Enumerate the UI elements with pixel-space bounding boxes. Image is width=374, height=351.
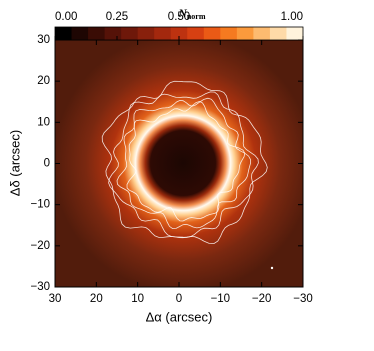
- y-tick-label: 10: [37, 116, 50, 128]
- colorbar-segment: [220, 27, 238, 40]
- marker-dot: [270, 266, 274, 270]
- x-tick-label: −10: [211, 293, 231, 305]
- contour-line: [108, 91, 259, 238]
- x-tick-label: −30: [293, 293, 313, 305]
- colorbar-segment: [286, 27, 304, 40]
- colorbar-segment: [137, 27, 155, 40]
- y-tick-label: −10: [30, 199, 50, 211]
- x-tick-label: 0: [176, 293, 182, 305]
- colorbar-label: Nnorm: [178, 8, 206, 21]
- colorbar-segment: [236, 27, 254, 40]
- y-tick-label: 30: [37, 34, 50, 46]
- colorbar-subscript: norm: [187, 12, 206, 21]
- colorbar-segment: [121, 27, 139, 40]
- y-tick-label: 0: [44, 158, 50, 170]
- y-tick-label: −30: [30, 281, 50, 293]
- x-tick-label: −20: [252, 293, 272, 305]
- y-tick-label: −20: [30, 240, 50, 252]
- colorbar-tick-label: 0.25: [106, 11, 128, 23]
- colorbar-segment: [269, 27, 287, 40]
- contours: [101, 80, 268, 245]
- colorbar-segment: [187, 27, 205, 40]
- colorbar-segment: [71, 27, 89, 40]
- colorbar-tick-label: 1.00: [281, 11, 303, 23]
- contour-line: [101, 80, 268, 245]
- x-axis-label: Δα (arcsec): [146, 309, 213, 324]
- x-tick-label: 30: [49, 293, 62, 305]
- colorbar-segment: [253, 27, 271, 40]
- colorbar-segment: [104, 27, 122, 40]
- colorbar-tick-label: 0.00: [55, 11, 77, 23]
- contour-line: [116, 97, 252, 230]
- colorbar-segment: [88, 27, 106, 40]
- colorbar-segment: [55, 27, 73, 40]
- x-tick-label: 20: [90, 293, 103, 305]
- contour-line: [126, 100, 246, 222]
- y-axis-label: Δδ (arcsec): [7, 130, 22, 196]
- colorbar-tick-label: 0.50: [168, 11, 190, 23]
- colorbar-segment: [170, 27, 188, 40]
- x-tick-label: 10: [131, 293, 144, 305]
- colorbar-segment: [203, 27, 221, 40]
- y-tick-label: 20: [37, 75, 50, 87]
- colorbar-symbol: N: [178, 8, 188, 20]
- colorbar-segment: [154, 27, 172, 40]
